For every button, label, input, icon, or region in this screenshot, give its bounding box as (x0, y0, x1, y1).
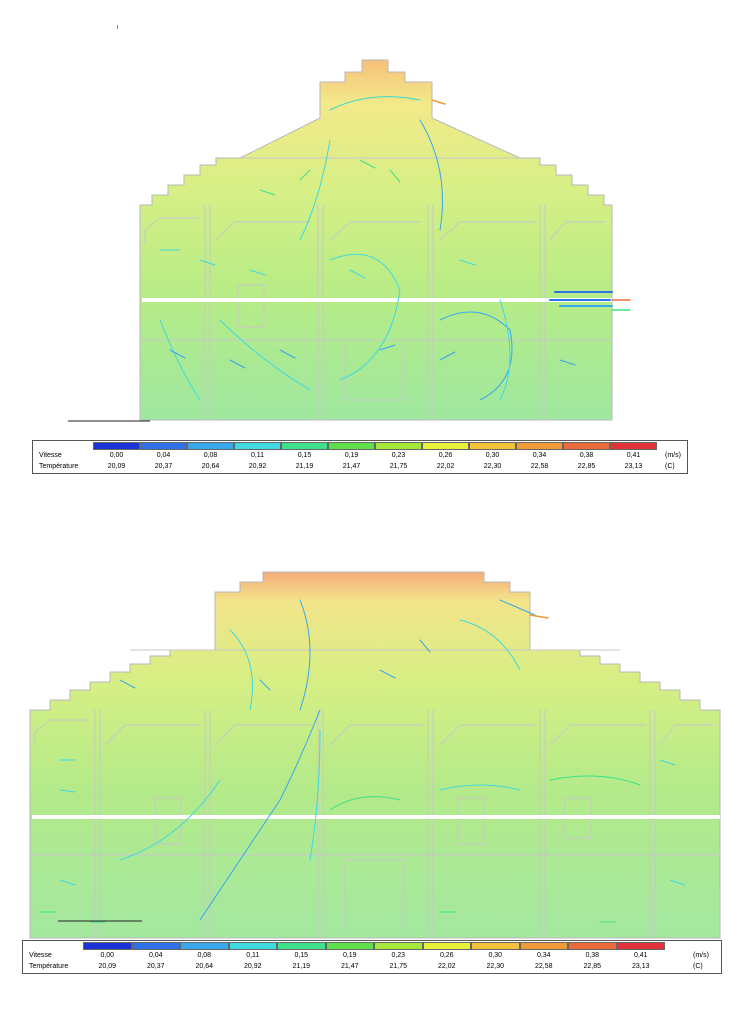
legend-temperature-value: 22,58 (530, 463, 549, 470)
legend-speed-value: 0,34 (532, 452, 547, 459)
building-outline-2 (29, 571, 721, 939)
legend-swatch (277, 942, 326, 950)
legend-swatch (568, 942, 617, 950)
legend-temperature-value: 20,64 (195, 963, 214, 970)
legend-speed-value: 0,11 (246, 952, 260, 959)
legend-temperature-value: 22,58 (534, 963, 553, 970)
legend-temperature-value: 21,47 (340, 963, 359, 970)
speed-label: Vitesse (29, 952, 52, 959)
simulation-panel-2: Vitesse Température 0,00 0,04 0,08 0,11 0,15… (0, 560, 745, 1024)
legend-speed-value: 0,15 (294, 952, 309, 959)
legend-speed-value: 0,04 (148, 952, 163, 959)
legend-speed-value: 0,30 (485, 452, 500, 459)
legend-swatch (471, 942, 520, 950)
temperature-unit: (C) (693, 963, 703, 970)
legend-speed-value: 0,38 (585, 952, 600, 959)
temperature-unit: (C) (665, 463, 675, 470)
legend-temperature-value: 22,02 (436, 463, 455, 470)
legend-swatch (469, 442, 516, 450)
floor-slab-2 (32, 815, 720, 819)
legend-temperature-value: 23,13 (631, 963, 650, 970)
legend-speed-value: 0,41 (633, 952, 648, 959)
speed-label: Vitesse (39, 452, 62, 459)
legend-swatch (234, 442, 281, 450)
legend-swatch (610, 442, 657, 450)
legend-speed-value: 0,00 (100, 952, 115, 959)
temperature-label: Température (29, 963, 69, 970)
legend-temperature-value: 20,37 (146, 963, 165, 970)
structure-lines-2 (30, 649, 720, 938)
legend-speed-value: 0,41 (626, 452, 641, 459)
legend-swatch (328, 442, 375, 450)
stray-tick-mark (117, 25, 118, 29)
legend-temperature-value: 21,75 (389, 963, 408, 970)
legend-speed-value: 0,11 (250, 452, 265, 459)
legend-swatch (516, 442, 563, 450)
legend-swatch (187, 442, 234, 450)
legend-swatch (325, 942, 374, 950)
legend-temperature-value: 21,75 (389, 463, 408, 470)
legend-swatch (422, 942, 471, 950)
legend-temperature-value: 23,13 (624, 463, 643, 470)
legend-temperature-value: 20,92 (243, 963, 262, 970)
velocity-vectors-1 (159, 96, 631, 401)
legend-swatch (93, 442, 140, 450)
legend-swatch (180, 942, 229, 950)
simulation-panel-1: Vitesse Température 0,00 0,04 0,08 0,11 0,15… (0, 0, 745, 480)
legend-speed-value: 0,15 (297, 452, 312, 459)
legend-swatch (228, 942, 277, 950)
legend-speed-value: 0,19 (344, 452, 359, 459)
legend-temperature-value: 22,30 (483, 463, 502, 470)
legend-speed-value: 0,34 (536, 952, 551, 959)
floor-slab-1 (142, 298, 612, 302)
legend-temperature-value: 22,30 (486, 963, 505, 970)
legend-speed-value: 0,26 (439, 952, 454, 959)
legend-speed-value: 0,38 (579, 452, 594, 459)
legend-swatch (281, 442, 328, 450)
legend-speed-value: 0,08 (203, 452, 218, 459)
speed-unit: (m/s) (693, 952, 709, 959)
legend-temperature-value: 21,19 (292, 963, 311, 970)
color-legend-1: Vitesse Température 0,00 0,04 0,08 0,11 0,15… (32, 440, 688, 474)
legend-temperature-value: 21,47 (342, 463, 361, 470)
legend-speed-value: 0,19 (342, 952, 357, 959)
legend-swatch (374, 942, 423, 950)
legend-speed-value: 0,23 (391, 452, 406, 459)
legend-swatch (131, 942, 180, 950)
legend-speed-value: 0,04 (156, 452, 171, 459)
legend-temperature-value: 22,85 (577, 463, 596, 470)
legend-temperature-value: 20,09 (107, 463, 126, 470)
color-legend-2: Vitesse Température 0,00 0,04 0,08 0,11 0,15… (22, 940, 722, 974)
legend-temperature-value: 20,64 (201, 463, 220, 470)
legend-speed-value: 0,26 (438, 452, 453, 459)
legend-swatch (422, 442, 469, 450)
legend-temperature-value: 22,85 (583, 963, 602, 970)
structure-lines-1 (140, 157, 612, 420)
legend-temperature-value: 20,92 (248, 463, 267, 470)
building-outline-1 (139, 59, 613, 421)
legend-swatch (83, 942, 132, 950)
legend-swatch (563, 442, 610, 450)
temperature-label: Température (39, 463, 79, 470)
velocity-vectors-2 (39, 599, 686, 923)
legend-swatch (375, 442, 422, 450)
legend-swatch (616, 942, 665, 950)
legend-speed-value: 0,00 (109, 452, 124, 459)
legend-speed-value: 0,23 (391, 952, 406, 959)
legend-temperature-value: 20,09 (98, 963, 117, 970)
legend-speed-value: 0,08 (197, 952, 212, 959)
legend-speed-value: 0,30 (488, 952, 503, 959)
speed-unit: (m/s) (665, 452, 681, 459)
legend-temperature-value: 20,37 (154, 463, 173, 470)
legend-temperature-value: 21,19 (295, 463, 314, 470)
airflow-section-view-2 (29, 571, 721, 939)
legend-swatch (140, 442, 187, 450)
airflow-section-view-1 (68, 59, 631, 422)
legend-swatch (519, 942, 568, 950)
legend-temperature-value: 22,02 (437, 963, 456, 970)
